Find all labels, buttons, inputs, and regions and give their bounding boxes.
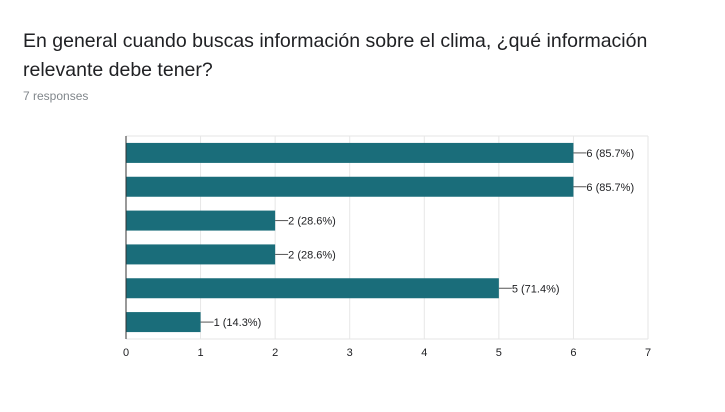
bar-3 — [126, 210, 276, 231]
bar-value-label-3: 2 (28.6%) — [288, 216, 336, 228]
bar-value-label-1: 6 (85.7%) — [586, 148, 634, 160]
bar-value-label-5: 5 (71.4%) — [512, 283, 560, 295]
bar-4 — [126, 244, 276, 265]
x-tick-label: 3 — [347, 347, 353, 359]
bar-2 — [126, 176, 574, 197]
bar-value-label-4: 2 (28.6%) — [288, 249, 336, 261]
bar-5 — [126, 278, 499, 299]
bar-value-label-2: 6 (85.7%) — [586, 182, 634, 194]
x-tick-label: 2 — [272, 347, 278, 359]
x-tick-label: 5 — [496, 347, 502, 359]
x-tick-label: 1 — [198, 347, 204, 359]
bar-value-label-6: 1 (14.3%) — [214, 317, 262, 329]
question-title: En general cuando buscas información sob… — [23, 30, 648, 81]
x-tick-label: 6 — [570, 347, 576, 359]
bar-1 — [126, 142, 574, 163]
bar-6 — [126, 312, 201, 333]
x-tick-label: 7 — [645, 347, 651, 359]
x-tick-label: 4 — [421, 347, 427, 359]
x-tick-label: 0 — [123, 347, 129, 359]
response-count: 7 responses — [23, 89, 89, 103]
